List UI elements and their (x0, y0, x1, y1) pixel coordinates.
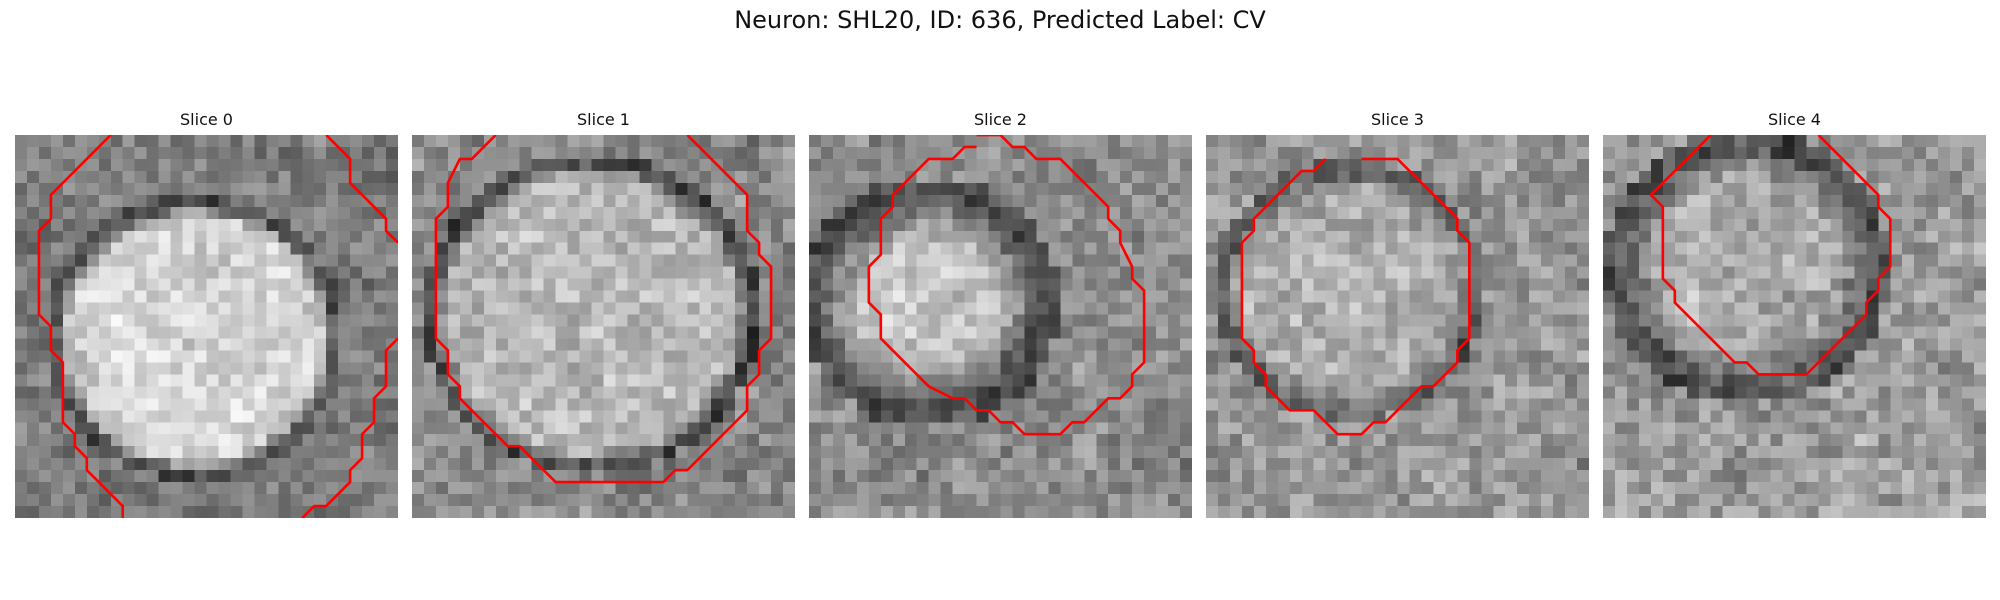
slice-panel-1: Slice 1 (412, 108, 795, 518)
slice-image-3 (1206, 135, 1589, 518)
slice-image-1 (412, 135, 795, 518)
slice-panel-2: Slice 2 (809, 108, 1192, 518)
slice-2-pixel-grid (809, 135, 1192, 518)
slice-panel-0: Slice 0 (15, 108, 398, 518)
slice-2-contour-line-0 (867, 135, 1146, 436)
slice-1-pixel-grid (412, 135, 795, 518)
slice-image-0 (15, 135, 398, 518)
slice-0-contour-line-2 (301, 337, 398, 518)
slice-title-1: Slice 1 (577, 110, 630, 129)
slice-4-pixels (1603, 135, 1986, 518)
slice-0-pixels (15, 135, 398, 518)
slice-4-pixel-grid (1603, 135, 1986, 518)
slice-4-contour-line-0 (1649, 135, 1892, 376)
slice-panel-4: Slice 4 (1603, 108, 1986, 518)
slice-0-contour-line-1 (325, 135, 398, 244)
slice-image-4 (1603, 135, 1986, 518)
slice-panel-3: Slice 3 (1206, 108, 1589, 518)
slice-title-3: Slice 3 (1371, 110, 1424, 129)
slice-title-4: Slice 4 (1768, 110, 1821, 129)
slice-image-2 (809, 135, 1192, 518)
slice-title-2: Slice 2 (974, 110, 1027, 129)
slice-title-0: Slice 0 (180, 110, 233, 129)
slice-0-pixel-grid (15, 135, 398, 518)
slice-1-pixels (412, 135, 795, 518)
slice-1-contour-line-0 (434, 135, 773, 484)
slice-2-pixels (809, 135, 1192, 518)
slice-3-pixels (1206, 135, 1589, 518)
slice-0-contour-line-0 (37, 135, 125, 518)
figure-title: Neuron: SHL20, ID: 636, Predicted Label:… (734, 6, 1266, 34)
slice-3-contour-line-0 (1240, 157, 1471, 436)
slice-3-pixel-grid (1206, 135, 1589, 518)
